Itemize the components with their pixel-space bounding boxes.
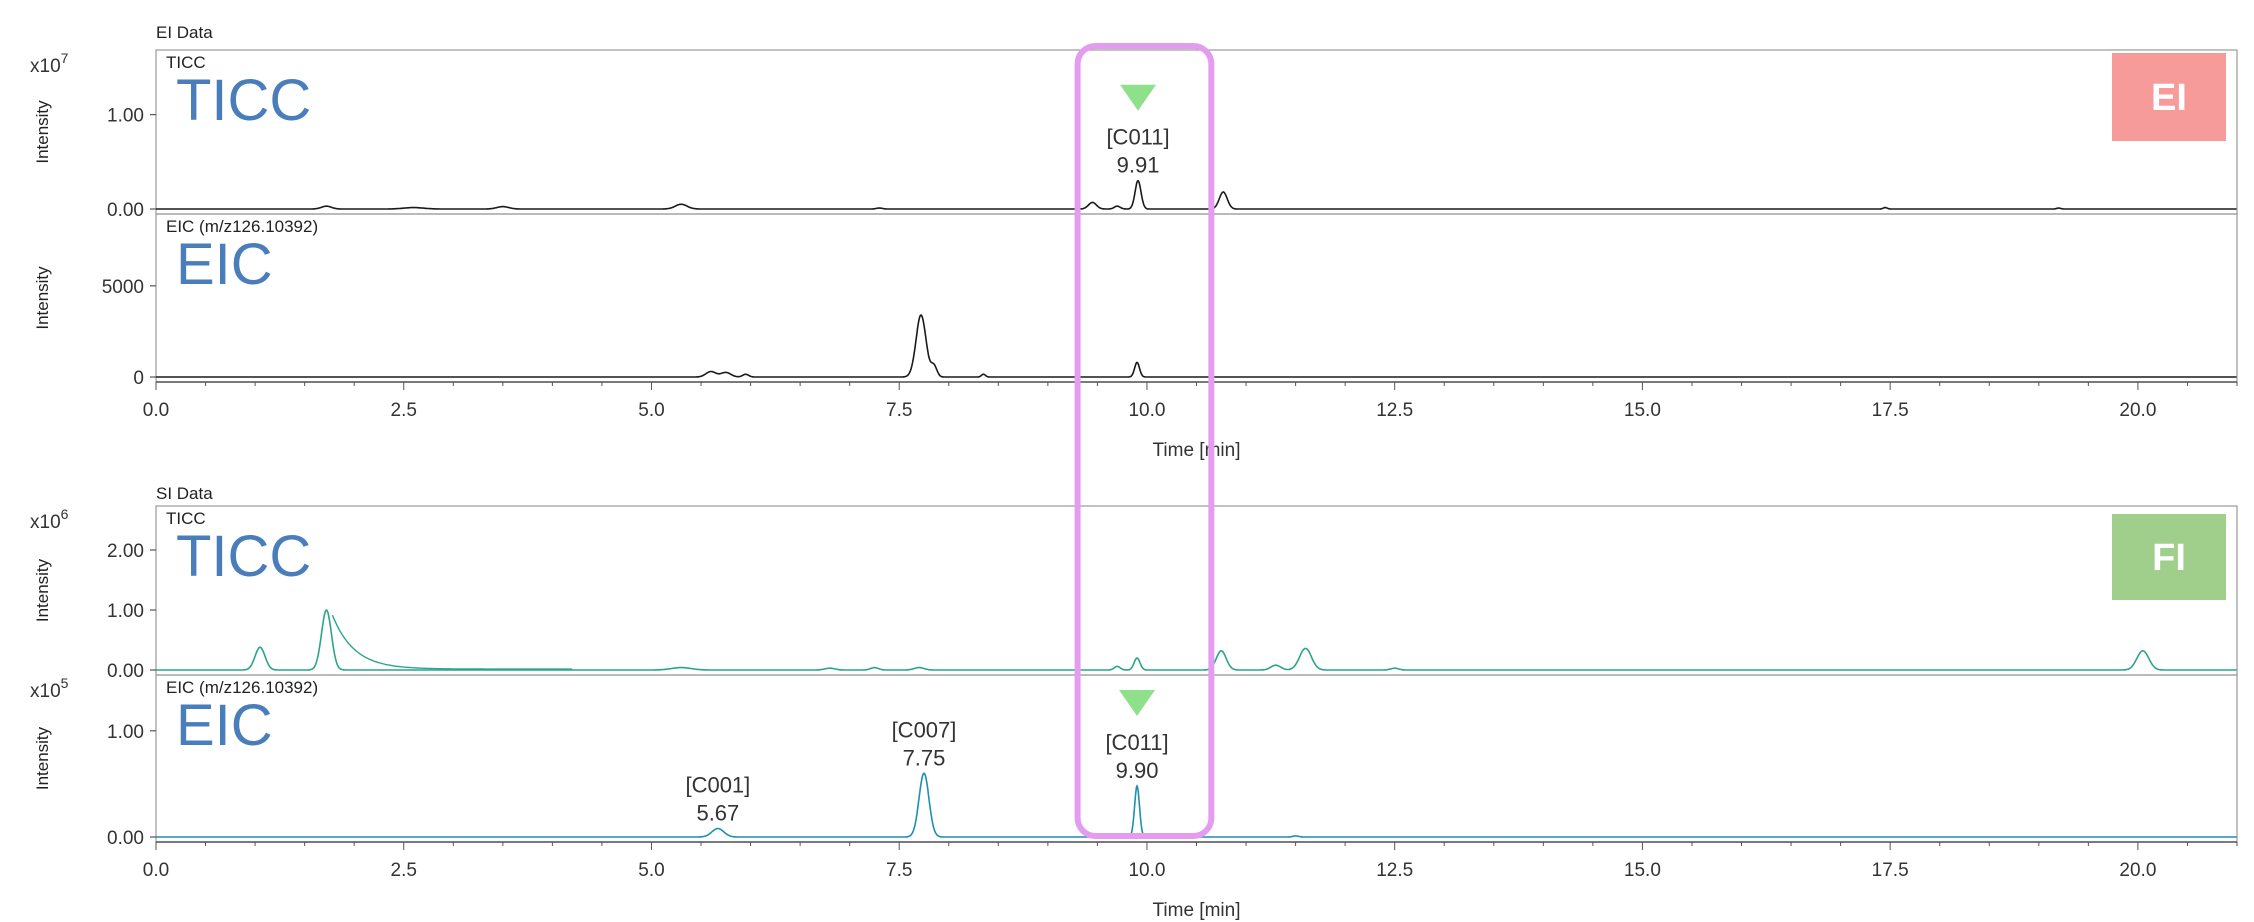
x-tick-label: 20.0 [2119, 860, 2156, 881]
chromatogram-trace [156, 314, 2237, 378]
y-tick-label: 0.00 [107, 661, 144, 682]
peak-annotation-rt: 9.91 [1117, 153, 1160, 178]
x-tick-label: 0.0 [143, 860, 169, 881]
x-tick-label: 2.5 [391, 860, 417, 881]
ion-mode-badge-label: FI [2152, 537, 2186, 579]
chromatogram-tail [331, 614, 573, 670]
y-axis-exponent: x107 [30, 50, 69, 77]
y-tick-label: 2.00 [107, 541, 144, 562]
y-axis-exponent: x106 [30, 506, 69, 533]
ion-mode-badge [2112, 53, 2226, 141]
x-tick-label: 0.0 [143, 400, 169, 421]
peak-annotation-rt: 5.67 [696, 801, 739, 826]
highlight-box [1074, 43, 1215, 839]
x-tick-label: 15.0 [1624, 400, 1661, 421]
y-tick-label: 1.00 [107, 601, 144, 622]
plot-panel-frame [155, 49, 2238, 215]
chromatogram-trace [156, 609, 2237, 671]
y-tick-label: 0.00 [107, 828, 144, 849]
chart-group-title: EI Data [156, 23, 213, 42]
x-tick-label: 20.0 [2119, 400, 2156, 421]
x-tick-label: 5.0 [638, 400, 664, 421]
peak-annotation-rt: 7.75 [903, 745, 946, 770]
trace-label: TICC [166, 509, 206, 528]
x-tick-label: 12.5 [1376, 860, 1413, 881]
y-axis-label: Intensity [33, 266, 52, 330]
chromatogram-trace [156, 772, 2237, 838]
x-tick-label: 10.0 [1128, 860, 1165, 881]
peak-annotation-rt: 9.90 [1116, 758, 1159, 783]
chromatogram-trace [156, 179, 2237, 210]
trace-label: EIC (m/z126.10392) [166, 678, 318, 697]
plot-panel-frame [155, 505, 2238, 676]
y-axis-label: Intensity [33, 100, 52, 164]
ion-mode-badge [2112, 514, 2226, 600]
x-tick-label: 17.5 [1872, 860, 1909, 881]
peak-marker-triangle [1119, 690, 1156, 717]
x-tick-label: 15.0 [1624, 860, 1661, 881]
x-axis-label: Time [min] [1153, 900, 1241, 921]
x-tick-label: 17.5 [1872, 400, 1909, 421]
y-axis-exponent: x105 [30, 675, 69, 702]
peak-annotation-id: [C011] [1105, 730, 1168, 755]
peak-marker-triangle [1120, 84, 1157, 111]
y-tick-label: 0.00 [107, 200, 144, 221]
trace-big-label: EIC [176, 232, 273, 297]
trace-big-label: TICC [176, 524, 311, 589]
y-axis-label: Intensity [33, 558, 52, 622]
peak-annotation-id: [C007] [892, 717, 957, 742]
x-axis-label: Time [min] [1153, 440, 1241, 461]
plot-panel-frame [155, 674, 2238, 843]
ion-mode-badge-label: EI [2151, 77, 2187, 119]
trace-label: TICC [166, 53, 206, 72]
plot-panel-frame [155, 213, 2238, 383]
y-axis-label: Intensity [33, 726, 52, 790]
peak-annotation-id: [C001] [685, 773, 750, 798]
x-tick-label: 7.5 [886, 400, 912, 421]
x-tick-label: 12.5 [1376, 400, 1413, 421]
x-tick-label: 7.5 [886, 860, 912, 881]
x-tick-label: 10.0 [1128, 400, 1165, 421]
y-tick-label: 0 [133, 368, 144, 389]
y-tick-label: 1.00 [107, 722, 144, 743]
trace-big-label: TICC [176, 68, 311, 133]
trace-label: EIC (m/z126.10392) [166, 217, 318, 236]
x-tick-label: 5.0 [638, 860, 664, 881]
y-tick-label: 1.00 [107, 106, 144, 127]
x-tick-label: 2.5 [391, 400, 417, 421]
trace-big-label: EIC [176, 693, 273, 758]
y-tick-label: 5000 [102, 277, 144, 298]
peak-annotation-id: [C011] [1106, 125, 1169, 150]
chart-group-title: SI Data [156, 484, 213, 503]
